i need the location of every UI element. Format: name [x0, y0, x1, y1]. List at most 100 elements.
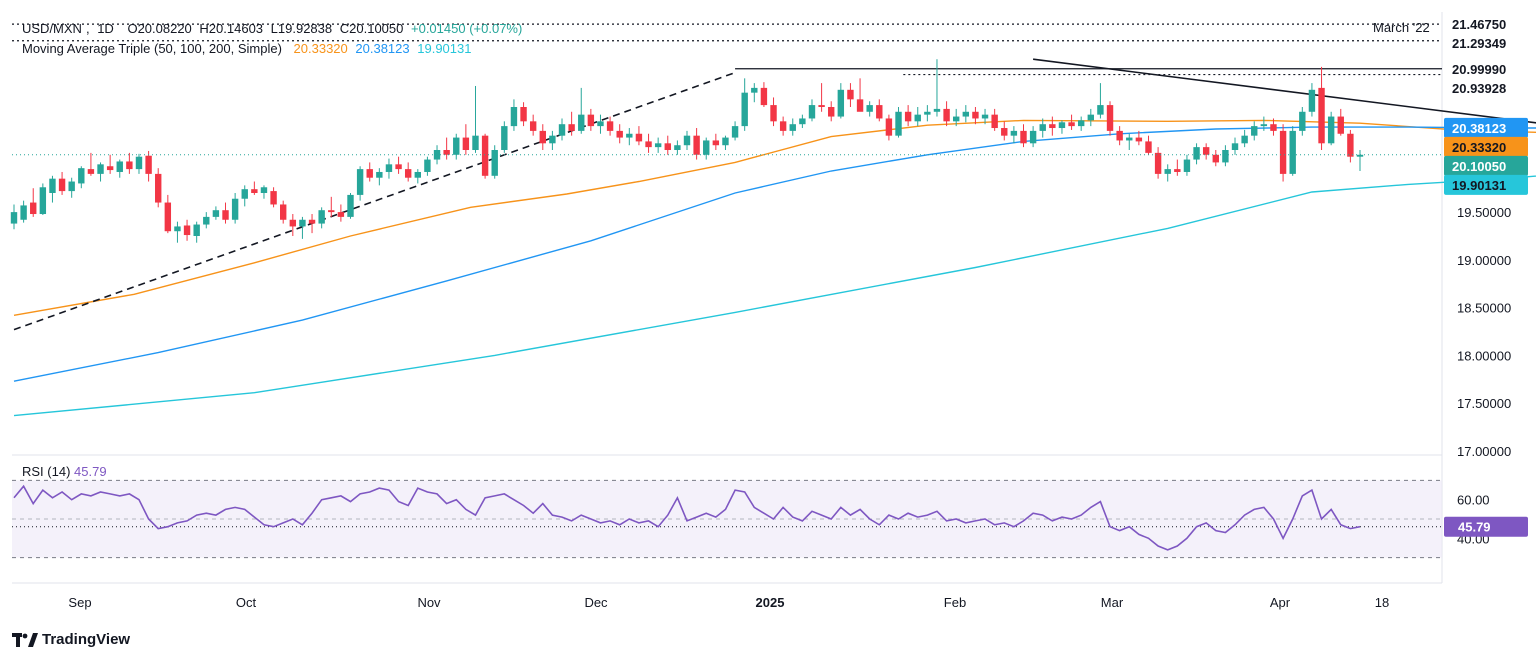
candle [1001, 121, 1008, 141]
price-tag-bg [1444, 117, 1528, 138]
candle-body [1222, 150, 1229, 163]
candle-body [856, 99, 864, 112]
candle [414, 169, 421, 184]
candle-body [933, 108, 941, 112]
candle-body [251, 189, 258, 193]
candle-body [39, 187, 47, 215]
x-axis-tick: Oct [236, 595, 257, 610]
candle-body [308, 219, 316, 224]
candle-body [212, 210, 220, 217]
candle-body [155, 173, 162, 203]
candle [578, 87, 585, 134]
price-level-label: 21.29349 [1452, 36, 1506, 51]
candle [385, 158, 393, 179]
price-axis-tick: 18.00000 [1457, 348, 1511, 363]
candle-body [1183, 159, 1191, 172]
candle-body [885, 118, 893, 136]
price-tag-label: 19.90131 [1452, 178, 1506, 193]
candle [260, 185, 268, 199]
top-right-note: March '22 [1373, 20, 1430, 35]
change-value: +0.01450 (+0.07%) [411, 21, 523, 36]
candle [972, 107, 979, 125]
candle [280, 200, 287, 224]
candle [760, 82, 768, 107]
candle-body [760, 87, 768, 106]
candle-body [1106, 105, 1114, 131]
candle [241, 185, 248, 207]
candle-body [1318, 87, 1325, 144]
candle [828, 101, 835, 122]
candle-body [1154, 152, 1162, 174]
candle-body [1116, 130, 1123, 141]
candle-body [1135, 137, 1143, 142]
candle-body [280, 204, 287, 220]
candle-body [1270, 124, 1277, 131]
x-axis-tick: 2025 [756, 595, 785, 610]
descending-trendline [1033, 58, 1536, 124]
rsi-label: RSI (14) [22, 464, 71, 479]
candle-body [597, 121, 604, 127]
candle-body [847, 89, 854, 100]
ma50-value: 20.33320 [293, 41, 348, 56]
price-axis-tick: 19.00000 [1457, 253, 1511, 268]
candle [664, 135, 671, 155]
candle [847, 83, 854, 107]
candle [68, 177, 75, 198]
candle-body [953, 116, 960, 122]
candle [789, 118, 796, 136]
x-axis-tick: Sep [68, 595, 91, 610]
price-label-bg [1444, 59, 1526, 78]
candle [741, 78, 748, 131]
ma200-value: 19.90131 [417, 41, 472, 56]
candle [356, 166, 364, 201]
candle-body [174, 226, 181, 232]
candle-body [722, 137, 729, 146]
candle [49, 175, 56, 203]
candle-body [1049, 124, 1056, 129]
candle-body [991, 114, 998, 129]
candle [837, 83, 845, 119]
candle [1029, 126, 1037, 148]
candle [703, 137, 710, 160]
candle [549, 130, 556, 150]
candle [443, 137, 450, 160]
candle [1077, 116, 1085, 131]
candle-body [135, 156, 143, 170]
candle-body [818, 105, 825, 107]
candle [174, 221, 181, 243]
symbol-label: USD/MXN [22, 21, 82, 36]
candle [1347, 129, 1354, 163]
candle-body [376, 171, 383, 178]
candle [491, 145, 498, 179]
candle [1289, 126, 1296, 176]
candle [164, 194, 172, 234]
high-value: H20.14603 [199, 21, 264, 36]
candle-body [1212, 154, 1219, 163]
candle [155, 168, 162, 208]
candle [1097, 83, 1104, 119]
candle-body [491, 150, 498, 176]
candle [20, 200, 27, 223]
candle-body [549, 135, 556, 144]
candle [251, 181, 258, 195]
candle [799, 114, 806, 129]
candle [87, 152, 95, 176]
candle [1337, 108, 1344, 136]
candle [1039, 118, 1046, 138]
candle-body [78, 168, 85, 184]
candle-body [962, 111, 970, 117]
candle-body [1077, 120, 1085, 127]
candle-body [1308, 89, 1316, 112]
candle [981, 108, 989, 125]
rsi-value-tag-bg [1444, 516, 1528, 537]
candle [97, 162, 104, 182]
candle [328, 196, 335, 217]
candle-body [606, 121, 614, 131]
price-label-bg [1444, 34, 1526, 53]
candle-body [472, 135, 479, 150]
candle [318, 207, 325, 229]
candle [991, 108, 998, 131]
indicator-name: Moving Average Triple (50, 100, 200, Sim… [22, 41, 282, 56]
ma-line-ma-100 [13, 126, 1536, 382]
